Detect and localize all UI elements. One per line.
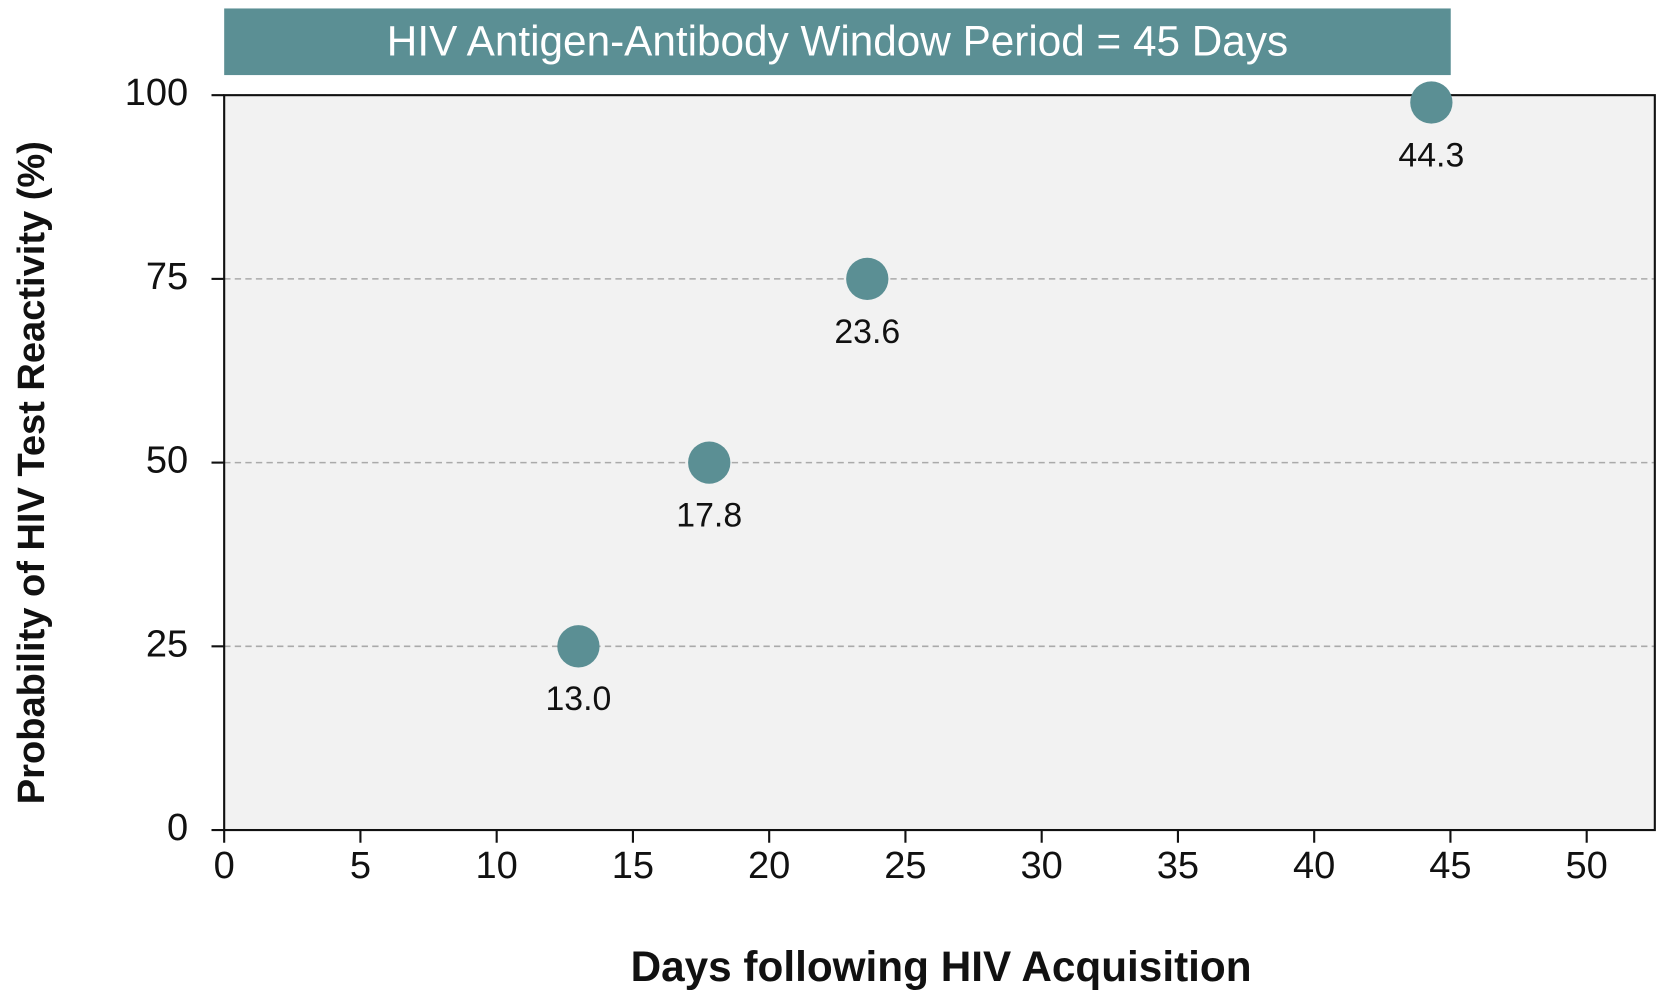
y-axis-label: Probability of HIV Test Reactivity (%) [11,141,53,804]
y-tick-label: 25 [146,623,188,665]
y-tick-label: 50 [146,440,188,482]
y-tick-label: 75 [146,256,188,298]
y-tick-label: 0 [167,807,188,849]
point [846,257,889,301]
x-tick-label: 5 [350,845,371,887]
x-tick-label: 10 [476,845,518,887]
x-tick-label: 40 [1293,845,1335,887]
data-label: 23.6 [834,313,900,351]
point [688,441,731,484]
x-tick-label: 45 [1429,845,1471,887]
x-tick-label: 30 [1021,845,1063,887]
chart-title: HIV Antigen-Antibody Window Period = 45 … [387,18,1288,65]
point [1410,81,1453,124]
x-tick-label: 0 [214,845,235,887]
data-label: 17.8 [676,497,742,535]
x-tick-label: 25 [884,845,926,887]
data-label: 44.3 [1398,136,1464,174]
x-tick-label: 35 [1157,845,1199,887]
x-axis-label: Days following HIV Acquisition [631,943,1252,990]
data-label: 13.0 [546,680,612,718]
x-tick-label: 20 [748,845,790,887]
x-tick-label: 15 [612,845,654,887]
y-tick-label: 100 [125,72,188,114]
title-banner [224,8,1451,76]
x-tick-label: 50 [1566,845,1608,887]
point [557,625,600,668]
